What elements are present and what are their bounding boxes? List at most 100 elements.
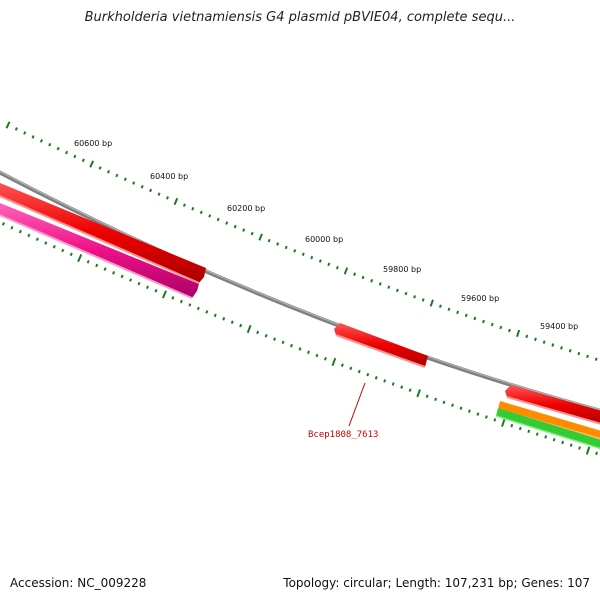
scale-tick [349,366,353,371]
scale-tick [35,237,39,242]
scale-tick [293,249,297,253]
scale-tick [23,131,27,135]
scale-tick [416,389,421,398]
scale-tick [327,262,331,267]
scale-tick [568,348,572,353]
scale-tick [267,238,271,243]
gene-green-right[interactable] [495,408,600,450]
scale-tick [340,363,344,367]
scale-tick [318,259,322,263]
scale-tick [258,233,263,241]
scale-tick [140,184,144,189]
scale-tick [123,177,127,182]
scale-tick [213,313,217,318]
scale-tick [447,307,451,312]
scale-tick [476,412,480,416]
scale-tick [222,317,226,321]
scale-tick [264,334,268,338]
gene-label-bcep1808-7613[interactable]: Bcep1808_7613 [308,430,378,440]
scale-tick [374,376,378,380]
scale-tick [230,320,234,324]
scale-tick [191,206,195,211]
scale-tick [14,127,18,131]
scale-tick [473,316,477,321]
accession-text: Accession: NC_009228 [10,576,147,590]
scale-tick [77,253,83,263]
scale-tick [378,282,382,286]
scale-tick [208,214,212,218]
scale-tick [425,394,429,399]
scale-tick [276,242,280,246]
scale-tick [490,322,494,327]
scale-tick [273,337,277,341]
scale-tick [18,229,22,234]
scale-tick [586,354,589,359]
scale-tick [171,296,175,300]
scale-tick [451,403,454,408]
scale-tick [284,245,288,250]
scale-tick [366,372,370,377]
gene-red-left[interactable] [0,181,206,284]
scale-tick [44,241,48,245]
scale-tick [199,210,203,215]
scale-tick [5,121,11,129]
backbone-line [0,170,600,413]
scale-tick [98,166,102,170]
scale-tick [86,259,90,264]
scale-tick [137,281,141,286]
scale-tick [233,224,237,229]
scale-tick [482,319,485,324]
scale-tick [95,263,99,268]
scale-tick [595,451,598,456]
scale-label-59400: 59400 bp [540,322,578,331]
topology-summary: Topology: circular; Length: 107,231 bp; … [283,576,590,590]
gene-red-right[interactable] [505,385,600,425]
gene-red-middle[interactable] [334,323,428,368]
scale-tick [456,310,460,315]
scale-tick [52,245,56,249]
backbone-highlight [0,171,600,411]
scale-tick [535,432,539,436]
scale-tick [27,233,31,238]
scale-tick [48,142,52,147]
scale-tick [64,150,69,155]
scale-tick [145,285,150,290]
scale-tick [112,271,116,275]
scale-tick [577,351,581,356]
scale-tick [361,275,365,280]
scale-tick [552,437,556,442]
scale-tick [370,279,374,283]
scale-tick [225,221,229,225]
scale-tick [544,435,548,439]
scale-tick [391,382,395,386]
scale-tick [161,290,167,299]
scale-tick [569,443,573,447]
scale-tick [442,400,446,405]
scale-tick [499,325,503,330]
scale-tick [281,340,285,345]
scale-tick [250,231,254,236]
scale-tick [421,298,425,302]
scale-tick [73,154,77,159]
scale-tick [518,426,522,431]
scale-tick [120,274,124,279]
inner-scale-ticks [1,222,598,456]
scale-tick [331,357,337,367]
scale-tick [242,228,246,232]
scale-tick [400,385,404,389]
scale-tick [61,248,65,253]
scale-tick [357,369,361,374]
scale-tick [1,222,6,226]
gene-pink-left[interactable] [0,201,199,299]
scale-tick [429,299,434,307]
scale-tick [578,446,581,450]
scale-tick [154,289,158,293]
scale-label-60600: 60600 bp [74,139,112,148]
scale-tick [343,267,349,275]
scale-tick [560,346,563,350]
scale-tick [335,265,339,270]
scale-tick [353,272,357,276]
scale-tick [129,278,133,282]
outer-scale-ticks [5,121,598,361]
